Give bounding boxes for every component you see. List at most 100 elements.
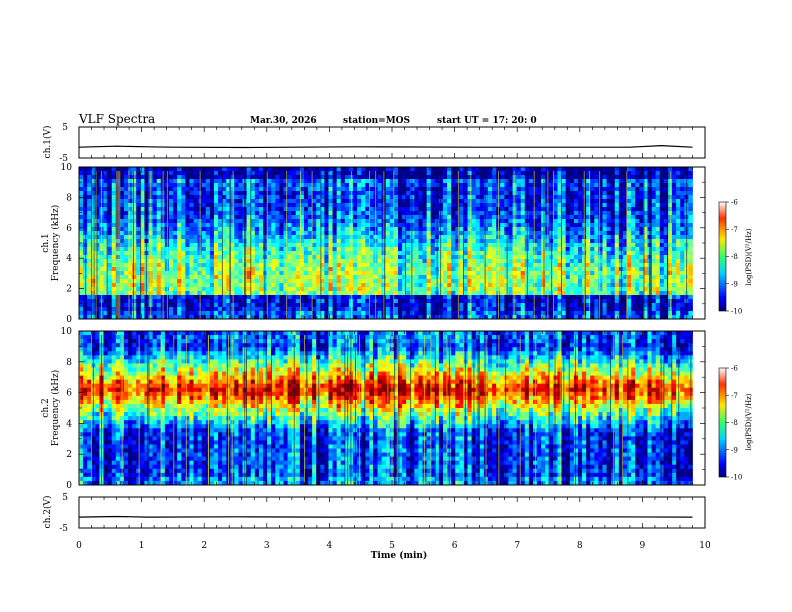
spectrogram-cell bbox=[275, 251, 280, 256]
spectrogram-cell bbox=[504, 315, 509, 320]
spectrogram-cell bbox=[451, 311, 456, 316]
spectrogram-cell bbox=[209, 207, 215, 212]
spectrogram-cell bbox=[586, 311, 591, 316]
spectrogram-cell bbox=[537, 287, 542, 292]
spectrogram-cell bbox=[193, 167, 199, 172]
spectrogram-cell bbox=[87, 179, 92, 184]
spectrogram-cell bbox=[128, 239, 133, 244]
spectrogram-cell bbox=[308, 267, 313, 272]
spectrogram-cell bbox=[537, 183, 542, 188]
spectrogram-cell bbox=[598, 275, 603, 280]
spectrogram-cell bbox=[177, 267, 182, 272]
spectrogram-cell bbox=[308, 179, 313, 184]
spectrogram-cell bbox=[123, 299, 129, 304]
spectrogram-cell bbox=[455, 247, 460, 252]
spectrogram-cell bbox=[152, 207, 158, 212]
spectrogram-cell bbox=[222, 231, 227, 236]
spectrogram-cell bbox=[177, 239, 182, 244]
spectrogram-cell bbox=[123, 295, 129, 300]
spectrogram-cell bbox=[577, 283, 583, 288]
spectrogram-cell bbox=[258, 251, 264, 256]
spectrogram-cell bbox=[91, 271, 96, 276]
spectrogram-cell bbox=[91, 191, 96, 196]
spectrogram-cell bbox=[344, 187, 350, 192]
spectrogram-cell bbox=[254, 299, 260, 304]
spectrogram-cell bbox=[561, 299, 567, 304]
spectrogram-cell bbox=[140, 167, 145, 172]
spectrogram-cell bbox=[136, 315, 141, 320]
spectrogram-cell bbox=[218, 231, 223, 236]
spectrogram-cell bbox=[79, 307, 84, 312]
spectrogram-cell bbox=[132, 195, 137, 200]
spectrogram-cell bbox=[361, 271, 366, 276]
spectrogram-cell bbox=[406, 315, 411, 320]
spectrogram-cell bbox=[528, 267, 534, 272]
spectrogram-cell bbox=[271, 307, 276, 312]
spectrogram-cell bbox=[398, 303, 403, 308]
spectrogram-cell bbox=[443, 279, 448, 284]
spectrogram-cell bbox=[557, 311, 562, 316]
spectrogram-cell bbox=[492, 283, 497, 288]
spectrogram-cell bbox=[414, 287, 419, 292]
spectrogram-cell bbox=[123, 267, 129, 272]
spectrogram-cell bbox=[516, 295, 522, 300]
spectrogram-cell bbox=[528, 315, 534, 320]
spectrogram-cell bbox=[238, 279, 243, 284]
spectrogram-cell bbox=[193, 311, 199, 316]
spectrogram-cell bbox=[451, 183, 456, 188]
spectrogram-cell bbox=[512, 215, 518, 220]
spectrogram-cell bbox=[549, 167, 554, 172]
spectrogram-cell bbox=[516, 255, 522, 260]
spectrogram-cell bbox=[467, 259, 473, 264]
spectrogram-cell bbox=[483, 235, 489, 240]
spectrogram-cell bbox=[258, 195, 264, 200]
spectrogram-cell bbox=[271, 303, 276, 308]
spectrogram-cell bbox=[87, 235, 92, 240]
spectrogram-cell bbox=[230, 187, 235, 192]
spectrogram-cell bbox=[451, 235, 456, 240]
spectrogram-cell bbox=[557, 235, 562, 240]
spectrogram-cell bbox=[336, 303, 342, 308]
spectrogram-cell bbox=[234, 307, 239, 312]
spectrogram-cell bbox=[377, 311, 383, 316]
spectrogram-cell bbox=[222, 271, 227, 276]
spectrogram-cell bbox=[414, 307, 419, 312]
spectrogram-cell bbox=[254, 207, 260, 212]
spectrogram-cell bbox=[283, 223, 288, 228]
spectrogram-cell bbox=[459, 171, 464, 176]
spectrogram-cell bbox=[332, 263, 338, 268]
spectrogram-cell bbox=[565, 183, 571, 188]
spectrogram-cell bbox=[369, 283, 374, 288]
spectrogram-cell bbox=[443, 171, 448, 176]
spectrogram-cell bbox=[455, 203, 460, 208]
spectrogram-cell bbox=[213, 235, 219, 240]
spectrogram-cell bbox=[573, 287, 579, 292]
spectrogram-cell bbox=[254, 219, 260, 224]
spectrogram-cell bbox=[471, 291, 477, 296]
spectrogram-cell bbox=[520, 231, 526, 236]
spectrogram-cell bbox=[553, 179, 558, 184]
spectrogram-cell bbox=[156, 263, 162, 268]
spectrogram-cell bbox=[177, 295, 182, 300]
spectrogram-cell bbox=[455, 167, 460, 172]
spectrogram-cell bbox=[385, 311, 391, 316]
spectrogram-cell bbox=[573, 167, 579, 172]
spectrogram-cell bbox=[430, 247, 436, 252]
spectrogram-cell bbox=[467, 207, 473, 212]
spectrogram-cell bbox=[119, 231, 125, 236]
spectrogram-cell bbox=[557, 239, 562, 244]
spectrogram-cell bbox=[267, 295, 272, 300]
spectrogram-cell bbox=[267, 303, 272, 308]
spectrogram-cell bbox=[344, 175, 350, 180]
spectrogram-cell bbox=[226, 231, 231, 236]
spectrogram-cell bbox=[213, 179, 219, 184]
spectrogram-cell bbox=[402, 303, 407, 308]
spectrogram-cell bbox=[471, 295, 477, 300]
spectrogram-cell bbox=[111, 295, 117, 300]
spectrogram-cell bbox=[353, 243, 358, 248]
spectrogram-cell bbox=[389, 235, 395, 240]
spectrogram-cell bbox=[479, 175, 485, 180]
spectrogram-cell bbox=[557, 195, 562, 200]
spectrogram-cell bbox=[185, 191, 190, 196]
spectrogram-cell bbox=[504, 183, 509, 188]
